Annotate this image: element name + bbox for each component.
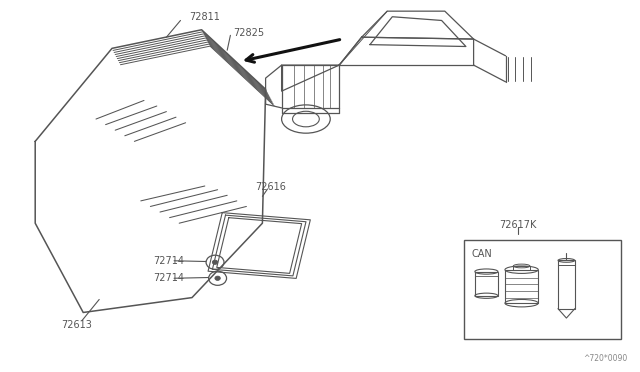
Text: 72714: 72714 (154, 256, 184, 266)
Text: 72811: 72811 (189, 12, 220, 22)
Ellipse shape (212, 260, 218, 264)
Bar (464, 240, 621, 339)
Bar (558, 260, 575, 309)
Ellipse shape (215, 276, 220, 280)
Text: 72825: 72825 (234, 29, 265, 38)
Bar (513, 266, 530, 270)
Text: 72714: 72714 (154, 273, 184, 283)
Bar (505, 270, 538, 303)
Text: ^720*0090: ^720*0090 (583, 354, 627, 363)
Text: 72613: 72613 (61, 321, 92, 330)
Text: CAN: CAN (472, 249, 492, 259)
Text: 72617K: 72617K (499, 220, 536, 230)
Bar (475, 272, 498, 296)
Text: 72616: 72616 (255, 182, 286, 192)
